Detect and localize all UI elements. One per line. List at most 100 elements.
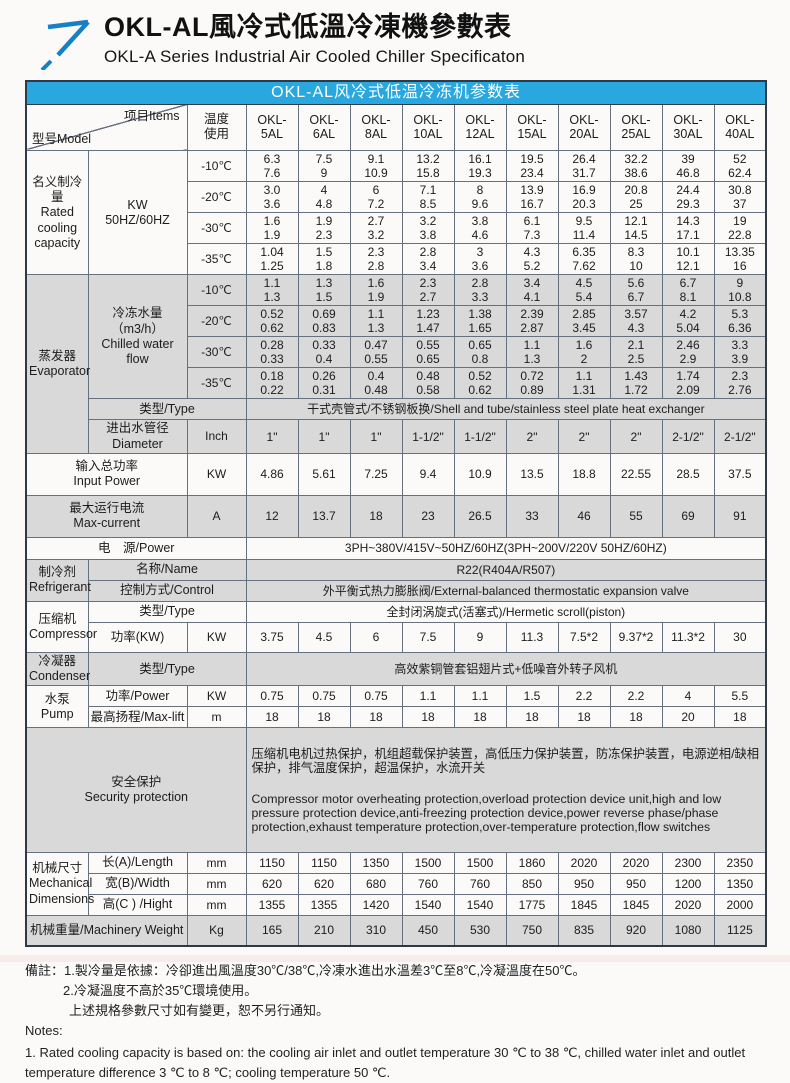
value-cell: 2-1/2" [661,419,715,454]
value-cell: 1150 [297,852,351,875]
value-cell: 2300 [661,852,715,875]
value-cell: 16.9 20.3 [557,181,611,214]
value-cell: 18.8 [557,452,611,496]
value-cell: 6.1 7.3 [505,212,559,245]
section-label-cooling: 名义制冷量 Rated cooling capacity [25,150,89,276]
value-cell: 18 [297,706,351,729]
value-cell: 2" [505,419,559,454]
refrigerant-name-label: 名称/Name [87,558,247,581]
refrigerant-control-value: 外平衡式热力膨胀阀/External-balanced thermostatic… [245,579,767,602]
compressor-type-label: 类型/Type [87,600,247,623]
value-cell: 2.2 [557,685,611,708]
value-cell: 7.5 9 [297,150,351,183]
section-label-refrigerant: 制冷剂 Refrigerant [25,558,91,602]
compressor-power-unit: KW [186,621,247,653]
value-cell: 18 [245,706,299,729]
section-label-evaporator: 蒸发器 Evaporator [25,274,90,454]
page-header: OKL-AL風冷式低溫冷凍機參數表 OKL-A Series Industria… [0,0,790,76]
value-cell: 4.3 5.2 [505,243,559,276]
value-cell: 18 [349,706,403,729]
value-cell: 2020 [609,852,663,875]
items-header-label: 项目Items [123,108,180,123]
value-cell: 760 [401,873,455,896]
value-cell: 4 4.8 [297,181,351,214]
value-cell: 1350 [349,852,403,875]
value-cell: 2.7 3.2 [349,212,403,245]
value-cell: 530 [453,915,507,947]
power-supply-label: 电 源/Power [25,536,247,560]
value-cell: 5.6 6.7 [609,274,663,307]
value-cell: 950 [557,873,611,896]
evaporator-type-value: 干式壳管式/不锈钢板换/Shell and tube/stainless ste… [245,398,767,421]
value-cell: 2350 [713,852,767,875]
temp-label: -30℃ [186,212,247,245]
value-cell: 1.1 1.31 [557,367,611,400]
value-cell: 26.5 [453,494,507,538]
cooling-unit: KW 50HZ/60HZ [87,150,188,276]
value-cell: 18 [557,706,611,729]
value-cell: 2.2 [609,685,663,708]
width-label: 宽(B)/Width [87,873,188,896]
value-cell: 2" [609,419,663,454]
section-label-compressor: 压缩机 Compressor [25,600,97,653]
page-subtitle: OKL-A Series Industrial Air Cooled Chill… [104,47,526,67]
pump-power-unit: KW [186,685,247,708]
diameter-label: 进出水管径 Diameter [87,419,188,454]
compressor-power-label: 功率(KW) [87,621,188,653]
value-cell: 2-1/2" [713,419,767,454]
value-cell: 22.55 [609,452,663,496]
model-header-cell: OKL- 10AL [401,103,455,152]
note-line-en-1: 1. Rated cooling capacity is based on: t… [25,1045,746,1081]
arrow-logo-icon [40,19,90,70]
value-cell: 12 [245,494,299,538]
model-header-cell: OKL- 12AL [453,103,507,152]
value-cell: 1.6 1.9 [245,212,299,245]
value-cell: 30.8 37 [713,181,767,214]
value-cell: 1775 [505,894,559,917]
value-cell: 1540 [453,894,507,917]
spec-table: OKL-AL风冷式低温冷冻机参数表 型号Model 项目Items 温度 使用 … [25,80,768,947]
value-cell: 0.28 0.33 [245,336,299,369]
value-cell: 46 [557,494,611,538]
value-cell: 19.5 23.4 [505,150,559,183]
security-text-en: Compressor motor overheating protection,… [251,791,722,834]
value-cell: 2.3 2.7 [401,274,455,307]
value-cell: 2.3 2.76 [713,367,767,400]
temp-usage-header: 温度 使用 [186,103,247,152]
value-cell: 13.9 16.7 [505,181,559,214]
value-cell: 8.3 10 [609,243,663,276]
model-header-cell: OKL- 6AL [297,103,351,152]
value-cell: 0.72 0.89 [505,367,559,400]
model-header-cell: OKL- 5AL [245,103,299,152]
value-cell: 1080 [661,915,715,947]
value-cell: 2.3 2.8 [349,243,403,276]
value-cell: 11.3 [505,621,559,653]
model-header-cell: OKL- 30AL [661,103,715,152]
value-cell: 1500 [401,852,455,875]
value-cell: 6 7.2 [349,181,403,214]
value-cell: 1.6 1.9 [349,274,403,307]
value-cell: 0.75 [297,685,351,708]
value-cell: 18 [505,706,559,729]
input-power-unit: KW [186,452,247,496]
value-cell: 950 [609,873,663,896]
width-unit: mm [186,873,247,896]
value-cell: 19 22.8 [713,212,767,245]
value-cell: 10.1 12.1 [661,243,715,276]
value-cell: 3.75 [245,621,299,653]
value-cell: 18 [609,706,663,729]
value-cell: 1420 [349,894,403,917]
value-cell: 39 46.8 [661,150,715,183]
value-cell: 1350 [713,873,767,896]
value-cell: 4.2 5.04 [661,305,715,338]
value-cell: 9.1 10.9 [349,150,403,183]
security-text: 压缩机电机过热保护，机组超载保护装置，高低压力保护装置，防冻保护装置，电源逆相/… [245,727,767,854]
value-cell: 1.1 1.3 [349,305,403,338]
value-cell: 1150 [245,852,299,875]
refrigerant-control-label: 控制方式/Control [87,579,247,602]
temp-label: -20℃ [186,305,247,338]
value-cell: 1.5 1.8 [297,243,351,276]
value-cell: 13.35 16 [713,243,767,276]
value-cell: 1-1/2" [453,419,507,454]
max-current-unit: A [186,494,247,538]
